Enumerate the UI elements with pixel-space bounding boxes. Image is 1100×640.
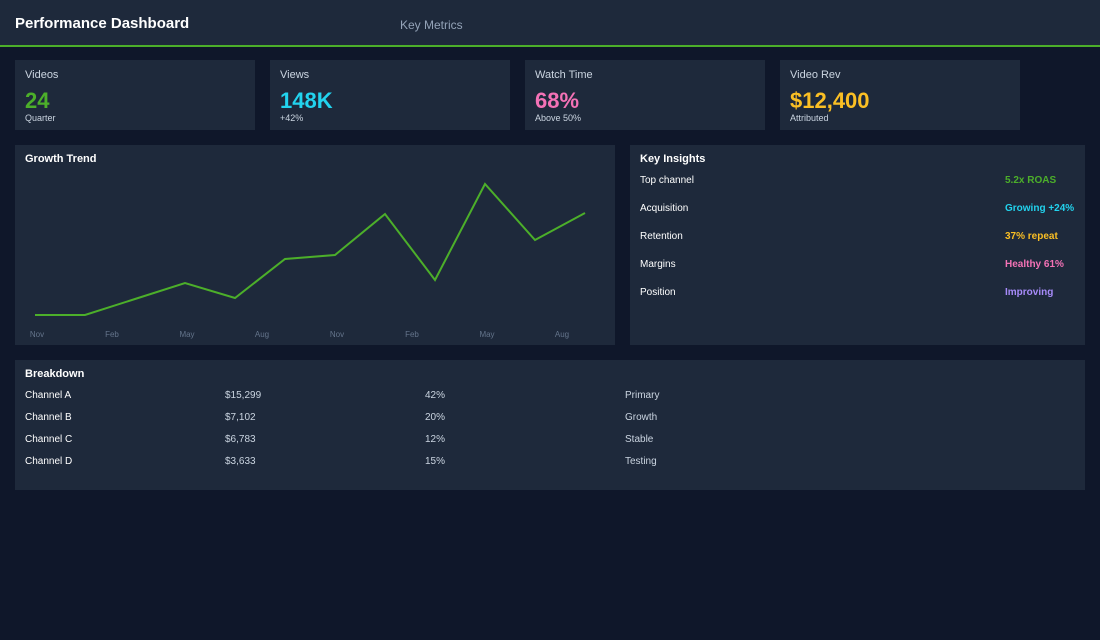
kpi-value: $12,400 — [790, 88, 870, 113]
kpi-label: Video Rev — [790, 69, 841, 81]
kpi-card: Views 148K +42% — [270, 60, 510, 130]
table-cell: Channel C — [25, 434, 73, 445]
insight-label: Retention — [640, 231, 683, 242]
breakdown-title: Breakdown — [25, 368, 85, 380]
kpi-label: Views — [280, 69, 310, 81]
insight-label: Acquisition — [640, 203, 689, 214]
table-cell: $3,633 — [225, 456, 256, 467]
table-cell: 20% — [425, 412, 446, 423]
table-cell: 42% — [425, 390, 446, 401]
kpi-sub: +42% — [280, 113, 304, 123]
breakdown-panel: Breakdown Channel A $15,299 42% Primary Chan… — [15, 360, 1085, 490]
trend-line — [35, 182, 586, 316]
kpi-sub: Quarter — [25, 113, 56, 123]
kpi-value: 148K — [280, 88, 333, 113]
kpi-sub: Attributed — [790, 113, 829, 123]
x-tick-label: Feb — [405, 330, 419, 339]
table-cell: $7,102 — [225, 412, 256, 423]
chart-title: Growth Trend — [25, 153, 97, 165]
kpi-label: Watch Time — [535, 69, 593, 81]
table-cell: Channel A — [25, 390, 72, 401]
x-tick-label: Aug — [255, 330, 269, 339]
insight-label: Top channel — [640, 175, 694, 186]
table-cell: Primary — [625, 390, 660, 401]
x-tick-label: Nov — [330, 330, 344, 339]
kpi-sub: Above 50% — [535, 113, 582, 123]
kpi-card: Videos 24 Quarter — [15, 60, 255, 130]
kpi-label: Videos — [25, 69, 59, 81]
x-tick-label: Aug — [555, 330, 569, 339]
insight-value: 37% repeat — [1005, 231, 1058, 242]
x-tick-label: May — [479, 330, 494, 339]
table-cell: $15,299 — [225, 390, 262, 401]
insight-value: Growing +24% — [1005, 203, 1075, 214]
kpi-value: 68% — [535, 88, 580, 113]
kpi-card: Video Rev $12,400 Attributed — [780, 60, 1020, 130]
table-cell: 12% — [425, 434, 446, 445]
table-cell: Testing — [625, 456, 657, 467]
insights-panel: Key Insights Top channel 5.2x ROAS Acquisi… — [630, 145, 1085, 345]
header: Performance Dashboard Key Metrics — [0, 0, 1100, 47]
chart: Nov Feb May Aug Nov Feb May Aug — [30, 182, 586, 339]
table-cell: Channel D — [25, 456, 73, 467]
chart-panel: Growth Trend Nov Feb May Aug Nov Feb May Aug — [15, 145, 615, 345]
x-tick-label: May — [179, 330, 194, 339]
table-cell: Growth — [625, 412, 658, 423]
table-cell: Channel B — [25, 412, 72, 423]
table-cell: 15% — [425, 456, 446, 467]
kpi-card: Watch Time 68% Above 50% — [525, 60, 765, 130]
nav-link[interactable]: Key Metrics — [400, 18, 463, 32]
insight-label: Margins — [640, 259, 676, 270]
table-cell: Stable — [625, 434, 654, 445]
title: Performance Dashboard — [15, 15, 190, 32]
kpi-value: 24 — [25, 88, 50, 113]
table-cell: $6,783 — [225, 434, 256, 445]
insight-value: Healthy 61% — [1005, 259, 1064, 270]
x-tick-label: Nov — [30, 330, 44, 339]
insight-value: 5.2x ROAS — [1005, 175, 1057, 186]
insight-value: Improving — [1005, 287, 1054, 298]
insight-label: Position — [640, 287, 676, 298]
insights-title: Key Insights — [640, 153, 706, 165]
x-tick-label: Feb — [105, 330, 119, 339]
